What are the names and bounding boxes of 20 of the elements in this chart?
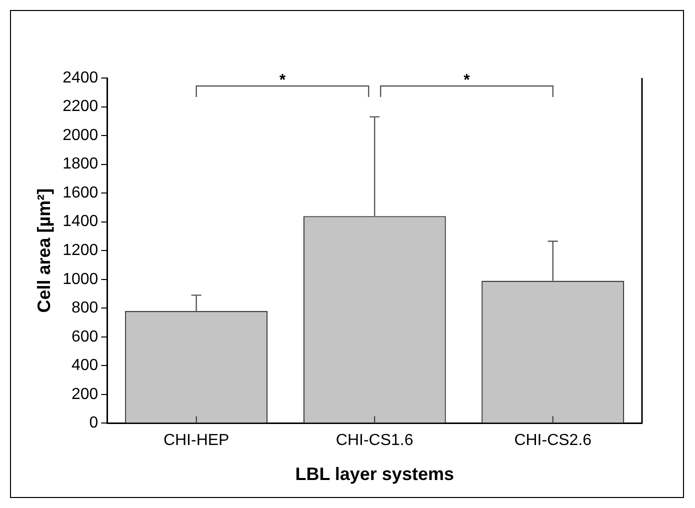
y-tick-label: 2400 [62,69,98,86]
y-tick-label: 1200 [62,242,98,260]
y-tick-label: 1400 [62,213,98,230]
x-axis-title: LBL layer systems [295,464,454,484]
y-tick-label: 2200 [62,98,98,116]
y-tick-label: 2000 [62,126,98,144]
y-tick-label: 1600 [62,184,98,202]
x-tick-label: CHI-HEP [163,432,230,450]
x-tick-label: CHI-CS1.6 [336,432,414,450]
y-tick-label: 200 [71,386,98,403]
y-tick-label: 1800 [62,156,98,173]
y-tick-label: 600 [71,328,98,346]
y-tick-label: 400 [71,357,98,374]
annotation: * [464,72,471,89]
y-axis-title: Cell area [µm²] [34,188,54,313]
x-tick-label: CHI-CS2.6 [514,432,592,450]
y-tick-label: 0 [89,414,98,432]
y-tick-label: 1000 [62,270,98,288]
annotation: * [279,72,286,89]
y-tick-label: 800 [71,300,98,317]
